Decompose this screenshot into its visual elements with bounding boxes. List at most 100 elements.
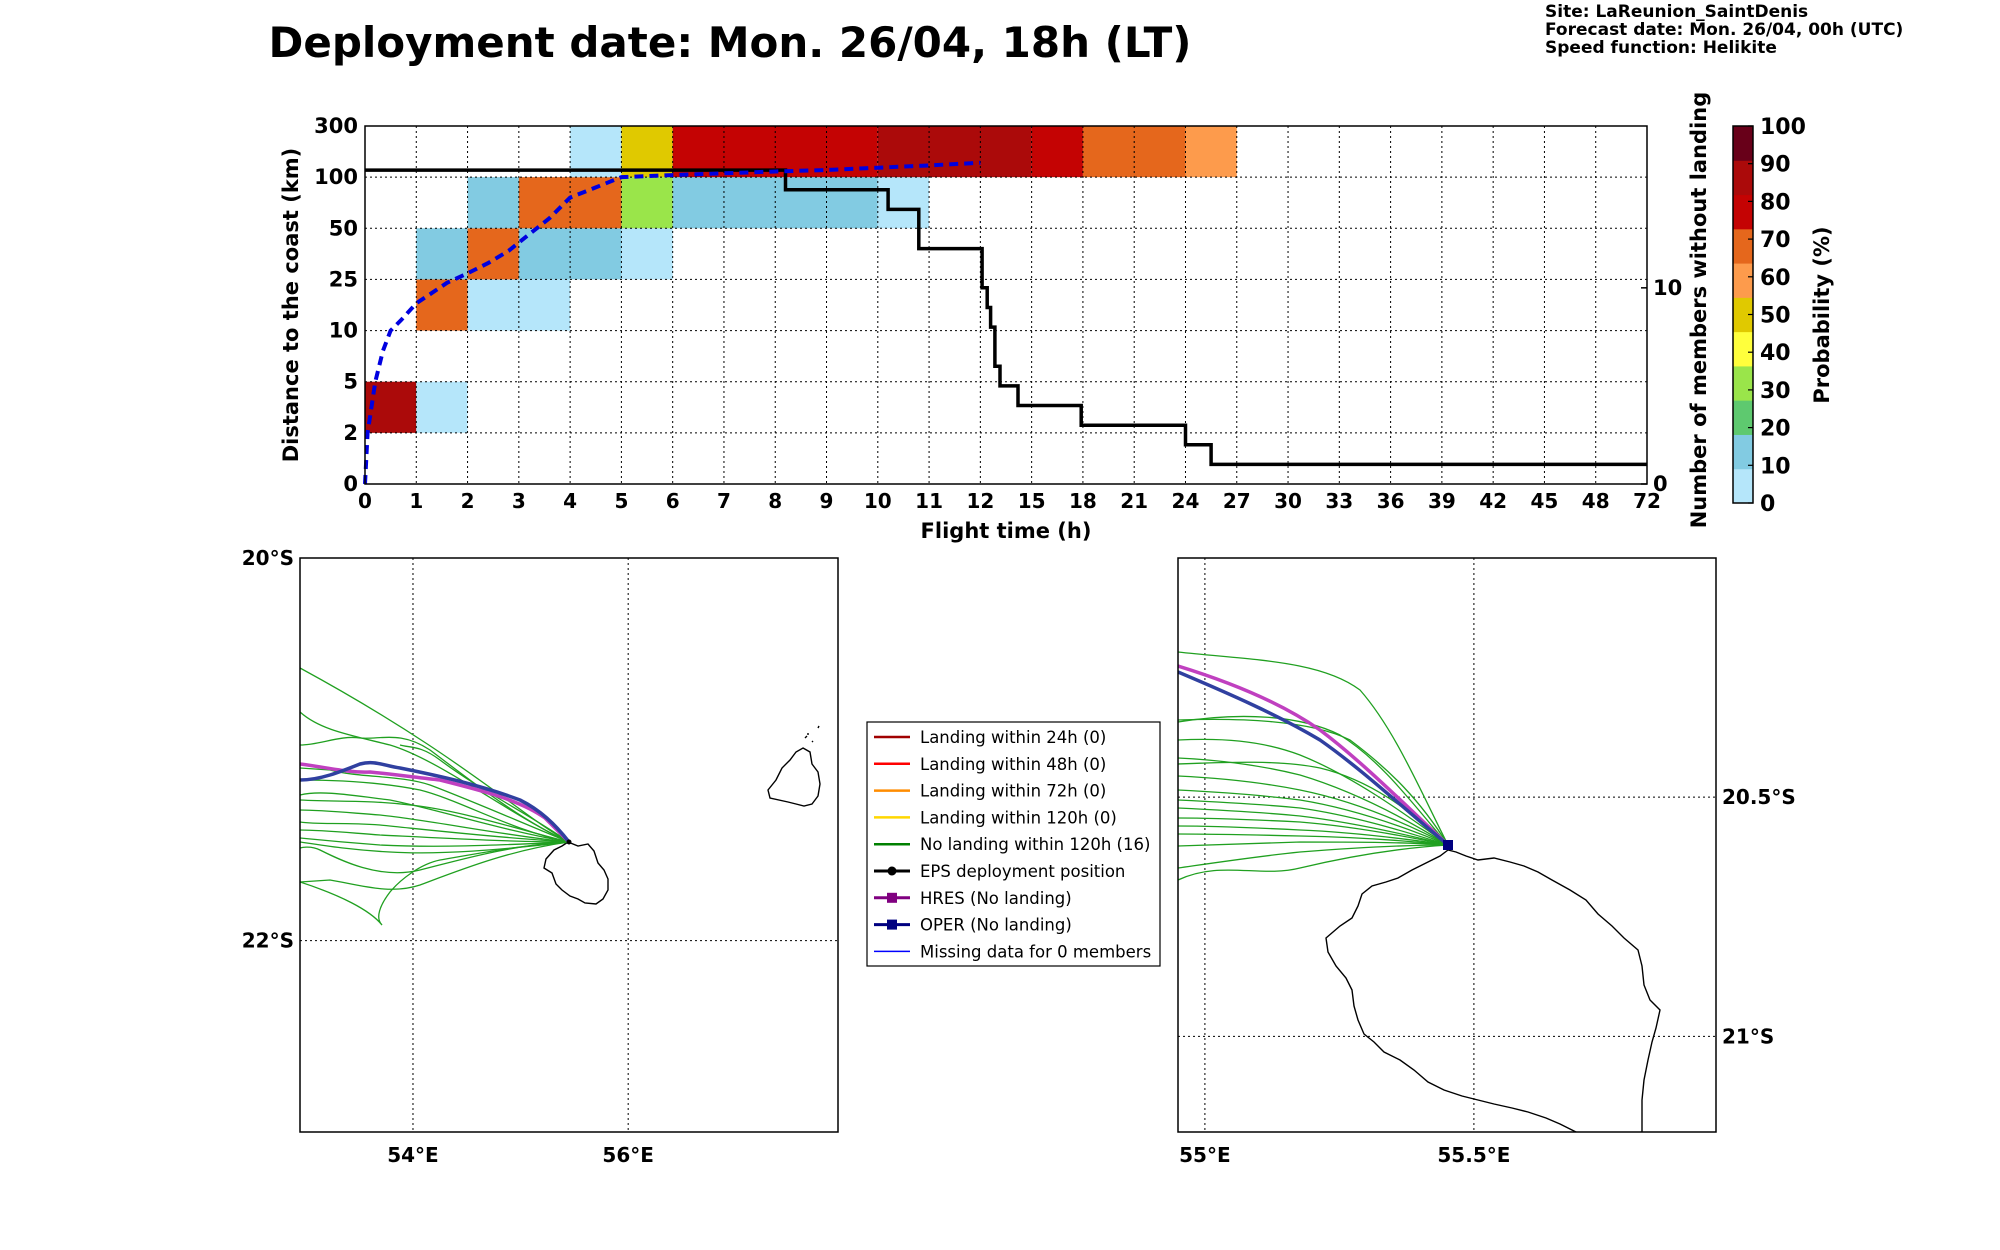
x-tick-label: 30 [1274,489,1302,513]
x-tick-label: 39 [1428,489,1456,513]
legend-label: Landing within 48h (0) [920,755,1106,774]
x-tick-label: 36 [1377,489,1405,513]
legend-label: EPS deployment position [920,862,1125,881]
x-tick-label: 8 [768,489,782,513]
colorbar-swatch [1733,400,1753,435]
legend-frame [866,721,1161,967]
legend-label: Landing within 72h (0) [920,782,1106,801]
x-axis-label: Flight time (h) [921,519,1092,543]
colorbar-swatch [1733,194,1753,230]
map-left-coastlines [543,725,821,905]
x-tick-label: 12 [966,489,994,513]
colorbar-cells [1733,126,1753,504]
legend-item: Landing within 72h (0) [874,782,1106,801]
heatmap-frame [364,125,1648,485]
colorbar-swatch [1733,228,1753,264]
ensemble-track [1178,718,1449,846]
ensemble-track [1178,817,1449,846]
legend-swatch-marker [887,866,897,876]
x-tick-label: 15 [1018,489,1046,513]
mauritius-islets [804,725,820,743]
map-left: 54°E 56°E 20°S 22°S [242,546,839,1167]
heatmap-cell [1185,126,1237,178]
legend-item: HRES (No landing) [874,889,1072,908]
x-tick-label: 33 [1325,489,1353,513]
y2-tick-labels: 0 10 [1641,276,1682,496]
legend-label: HRES (No landing) [920,889,1072,908]
ensemble-track [300,841,570,926]
legend-label: Landing within 120h (0) [920,808,1117,827]
heatmap-cell [621,177,673,229]
heatmap-cell [877,177,930,229]
heatmap-grid [365,126,1647,484]
x-tick-label: 3 [512,489,526,513]
colorbar-swatch [1733,331,1753,367]
colorbar-swatch [1733,297,1753,333]
legend-label: OPER (No landing) [920,916,1072,935]
x-tick-label: 18 [1069,489,1097,513]
oper-track [300,760,571,844]
colorbar-tick-label: 40 [1760,341,1791,366]
legend-label: Missing data for 0 members [920,942,1151,961]
heatmap-series [363,160,1647,485]
ensemble-track [1178,844,1449,869]
y-axis-label: Distance to the coast (km) [279,148,303,463]
map-right-tick-labels: 55°E 55.5°E 20.5°S 21°S [1179,785,1796,1167]
colorbar-swatch [1733,160,1753,196]
oper-track [1178,670,1450,847]
map-right-frame [1177,557,1717,1133]
ensemble-track [300,799,570,843]
colorbar-label: Probability (%) [1810,226,1834,403]
map-left-grid [300,558,838,1132]
ensemble-track [300,841,570,890]
heatmap-cell [621,228,673,280]
x-tick-label: 7 [717,489,731,513]
legend-item: Landing within 120h (0) [874,808,1117,827]
map-left-ensemble-tracks [300,667,570,926]
map-right: 55°E 55.5°E 20.5°S 21°S [1177,557,1796,1167]
ensemble-track [1178,844,1449,881]
legend-items: Landing within 24h (0) Landing within 48h… [874,728,1151,961]
reunion-island-coastline [543,841,609,905]
ensemble-track [1178,841,1449,847]
y-tick-label: 300 [314,114,358,138]
heatmap-cell [467,228,519,280]
ensemble-track [1178,775,1449,846]
map-lon-label: 56°E [602,1143,654,1167]
colorbar-swatch [1733,468,1753,504]
y-tick-label: 2 [343,421,358,445]
hres-track [1178,664,1450,847]
heatmap-cell [416,228,468,280]
legend: Landing within 24h (0) Landing within 48h… [866,721,1161,967]
map-lon-label: 55°E [1179,1143,1231,1167]
colorbar-tick-label: 60 [1760,266,1791,291]
x-tick-label: 2 [461,489,475,513]
map-left-frame [299,557,839,1133]
ensemble-track [300,841,570,874]
colorbar-tick-label: 30 [1760,379,1791,404]
eps-deployment-position [566,839,572,845]
legend-swatch-marker [887,892,897,903]
x-tick-label: 27 [1223,489,1251,513]
colorbar-tick-label: 70 [1760,228,1791,253]
colorbar-tick-label: 90 [1760,153,1791,178]
x-tick-label: 48 [1582,489,1610,513]
legend-item: No landing within 120h (16) [874,835,1150,854]
colorbar-tick-label: 50 [1760,304,1791,329]
oper-deployment-marker [1443,840,1453,850]
x-tick-label: 1 [409,489,423,513]
ensemble-track [1178,651,1449,846]
x-tick-label: 4 [563,489,577,513]
y2-axis-label: Number of members without landing [1687,92,1711,529]
colorbar-tick-label: 10 [1760,454,1791,479]
x-tick-label: 9 [820,489,834,513]
legend-swatch-marker [887,919,897,930]
map-lat-label: 21°S [1722,1024,1774,1048]
ensemble-track [300,829,570,843]
heatmap-cell [467,177,519,229]
legend-item: Missing data for 0 members [874,942,1151,961]
ensemble-track [1178,833,1449,846]
x-tick-label: 42 [1479,489,1507,513]
